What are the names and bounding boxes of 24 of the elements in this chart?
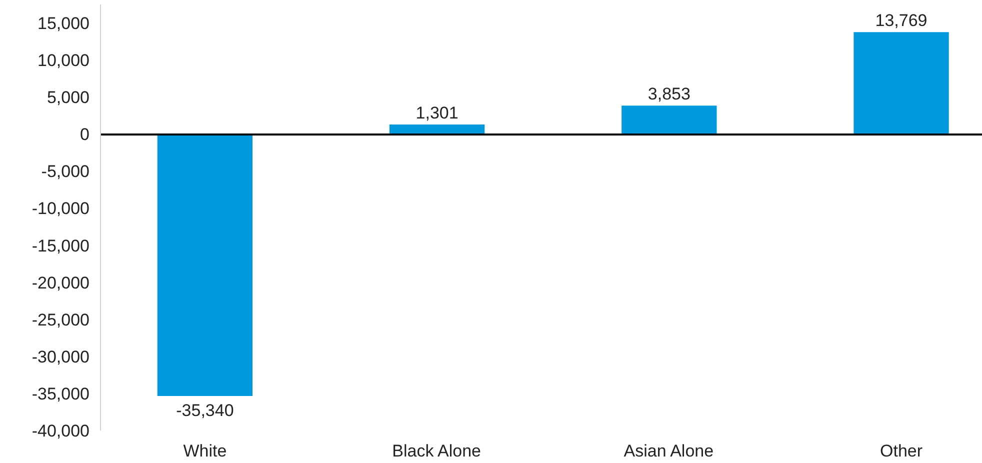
data-label: 13,769 [875, 11, 928, 30]
data-label: 1,301 [416, 104, 458, 123]
y-tick-label: -35,000 [32, 384, 90, 404]
y-tick-label: -40,000 [32, 422, 90, 440]
bar [389, 124, 485, 134]
bar [854, 32, 949, 134]
y-tick-label: 10,000 [38, 51, 90, 70]
y-tick-label: -10,000 [32, 199, 90, 218]
y-tick-label: 5,000 [46, 88, 90, 108]
y-tick-label: -15,000 [32, 236, 90, 256]
data-label: 3,853 [648, 84, 690, 104]
y-tick-label: -25,000 [32, 310, 90, 330]
y-tick-label: 0 [80, 125, 90, 144]
y-tick-label: -30,000 [32, 347, 90, 366]
x-tick-label: White [183, 442, 227, 460]
bar [157, 134, 253, 396]
bar [622, 106, 717, 134]
y-tick-label: -5,000 [41, 162, 90, 182]
y-tick-label: -20,000 [32, 273, 90, 292]
data-label: -35,340 [176, 400, 234, 420]
x-tick-label: Black Alone [392, 442, 482, 460]
x-tick-label: Asian Alone [624, 442, 714, 460]
x-tick-label: Other [880, 442, 923, 460]
y-tick-label: 15,000 [38, 14, 90, 34]
